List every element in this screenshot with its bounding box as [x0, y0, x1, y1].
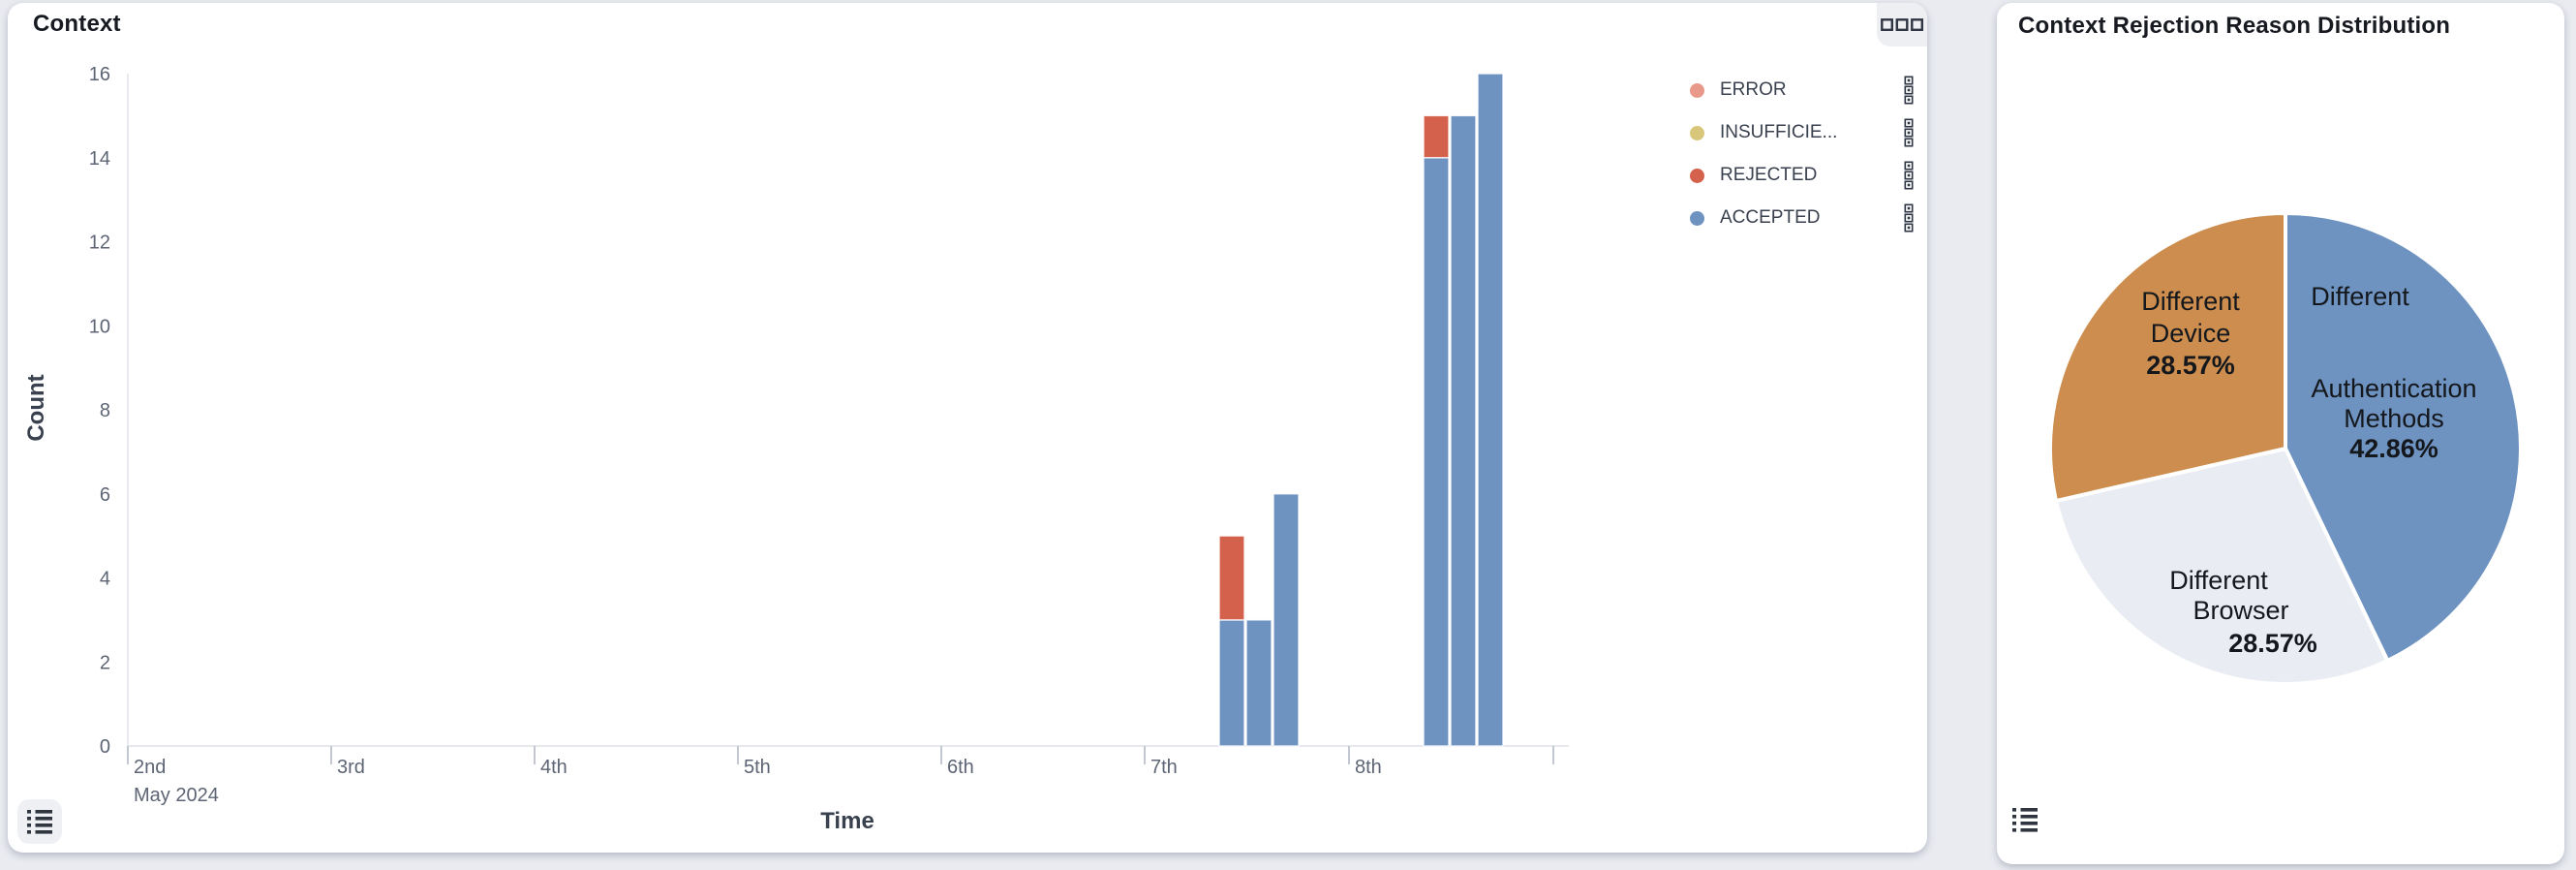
bar-segment-accepted[interactable] [1218, 619, 1245, 747]
y-tick-label: 2 [100, 652, 110, 673]
y-tick-label: 6 [100, 484, 110, 506]
legend-list-button[interactable] [17, 799, 62, 844]
pie-slice-different-authentication-methods[interactable] [2284, 211, 2523, 663]
legend-item-accepted[interactable]: ACCEPTED [1690, 202, 1915, 233]
legend-swatch-rejected [1690, 168, 1704, 183]
panel-options-button[interactable] [1877, 3, 1927, 47]
y-tick-label: 10 [89, 316, 110, 337]
legend-list-button[interactable] [2009, 804, 2040, 835]
y-tick-label: 16 [89, 64, 110, 85]
legend-label-error: ERROR [1720, 79, 1787, 100]
list-icon [2012, 808, 2038, 832]
x-tick-label: 2nd [134, 757, 166, 778]
legend-label-insufficient: INSUFFICIE... [1720, 122, 1838, 142]
context-panel: Context Count Time 0 2 4 6 8 10 12 14 16 2nd 3rd 4t… [8, 3, 1927, 853]
legend-swatch-accepted [1690, 210, 1704, 226]
drag-handle-icon[interactable] [1903, 161, 1915, 190]
legend: ERROR INSUFFICIE... [1690, 75, 1915, 233]
y-tick-label: 12 [89, 233, 110, 254]
y-tick-label: 14 [89, 148, 110, 170]
bar-segment-accepted[interactable] [1273, 493, 1300, 747]
x-tick-label: 6th [947, 757, 974, 778]
legend-swatch-error [1690, 82, 1704, 98]
legend-item-rejected[interactable]: REJECTED [1690, 160, 1915, 191]
list-icon [27, 810, 52, 834]
x-axis-month-label: May 2024 [134, 785, 219, 806]
x-axis-title: Time [820, 808, 874, 834]
drag-handle-icon[interactable] [1903, 203, 1915, 233]
rejection-reason-panel: Context Rejection Reason Distribution Di… [1997, 3, 2564, 864]
legend-label-rejected: REJECTED [1720, 165, 1818, 185]
x-tick-label: 4th [540, 757, 567, 778]
y-tick-label: 4 [100, 569, 110, 590]
pie-chart-svg [2048, 211, 2523, 686]
bar-segment-accepted[interactable] [1450, 114, 1477, 747]
bar-chart-svg: 0 2 4 6 8 10 12 14 16 2nd 3rd 4th 5th 6th 7th 8th May 20… [89, 64, 1569, 806]
y-tick-label: 0 [100, 736, 110, 758]
x-tick-label: 7th [1150, 757, 1178, 778]
legend-label-accepted: ACCEPTED [1720, 207, 1821, 228]
bar-segment-accepted[interactable] [1245, 619, 1273, 747]
x-tick-label: 8th [1355, 757, 1382, 778]
legend-item-error[interactable]: ERROR [1690, 75, 1915, 106]
drag-handle-icon[interactable] [1903, 118, 1915, 147]
drag-handle-icon[interactable] [1903, 76, 1915, 105]
legend-swatch-insufficient [1690, 125, 1704, 140]
bar-segment-accepted[interactable] [1423, 157, 1450, 747]
x-tick-label: 3rd [337, 757, 365, 778]
pie-slice-different-device[interactable] [2048, 211, 2287, 504]
y-tick-label: 8 [100, 400, 110, 421]
bar-segment-accepted[interactable] [1477, 73, 1504, 747]
bar-segment-rejected[interactable] [1218, 535, 1245, 621]
panel-title-rejection-distribution: Context Rejection Reason Distribution [2018, 13, 2451, 39]
x-tick-label: 5th [744, 757, 771, 778]
bar-segment-rejected[interactable] [1423, 114, 1450, 159]
three-squares-icon [1881, 17, 1923, 31]
legend-item-insufficient[interactable]: INSUFFICIE... [1690, 117, 1915, 148]
panel-title-context: Context [33, 11, 121, 37]
pie-slice-different-browser[interactable] [2054, 447, 2390, 686]
